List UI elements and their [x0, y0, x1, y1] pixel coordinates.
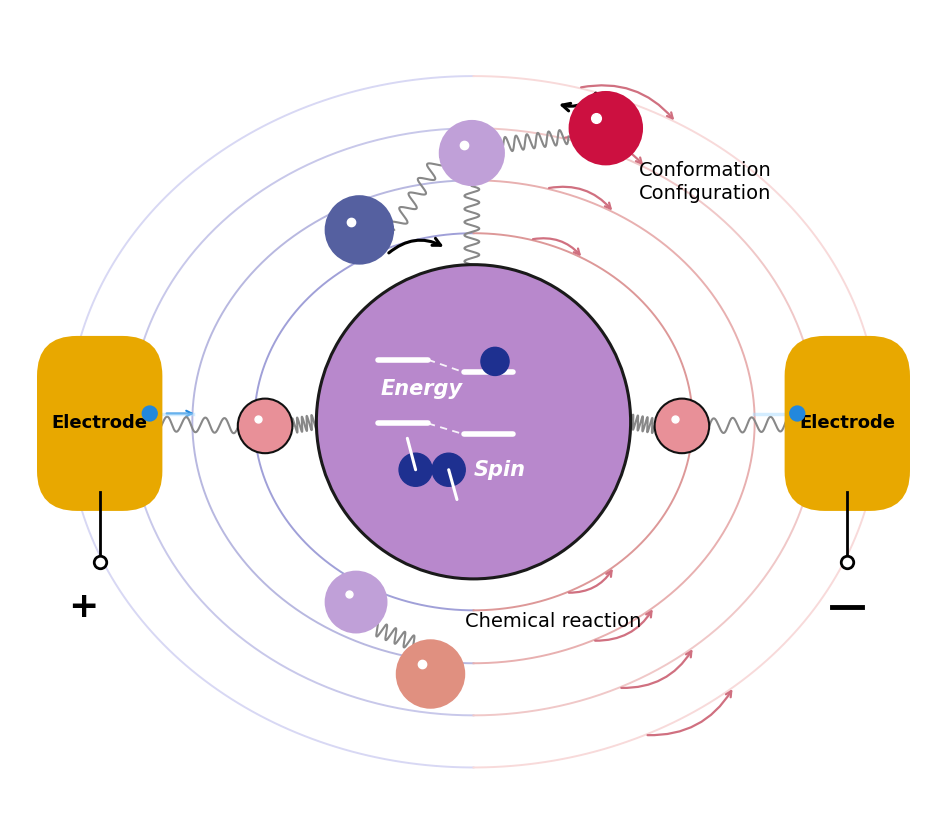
Circle shape: [142, 406, 157, 421]
Text: Energy: Energy: [381, 379, 463, 399]
Circle shape: [790, 406, 805, 421]
Text: Electrode: Electrode: [799, 414, 895, 433]
FancyBboxPatch shape: [785, 336, 910, 511]
Text: Conformation
Configuration: Conformation Configuration: [639, 160, 772, 203]
Text: Electrode: Electrode: [52, 414, 148, 433]
Circle shape: [325, 571, 387, 633]
Circle shape: [399, 453, 432, 486]
Circle shape: [654, 399, 709, 453]
Text: +: +: [68, 590, 98, 624]
FancyBboxPatch shape: [37, 336, 162, 511]
Circle shape: [325, 195, 394, 265]
Circle shape: [438, 120, 505, 186]
Circle shape: [568, 91, 643, 165]
Circle shape: [316, 265, 631, 579]
Circle shape: [432, 453, 465, 486]
Circle shape: [238, 399, 293, 453]
Text: Spin: Spin: [474, 460, 526, 480]
Circle shape: [396, 639, 465, 709]
Circle shape: [481, 347, 509, 375]
Text: Chemical reaction: Chemical reaction: [465, 613, 642, 631]
